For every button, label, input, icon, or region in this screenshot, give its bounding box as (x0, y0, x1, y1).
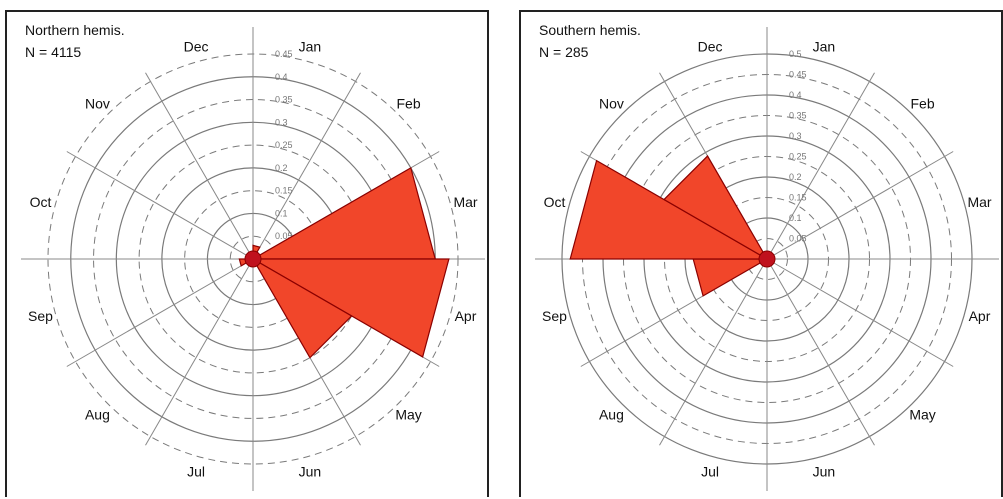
radial-tick-label: 0.1 (789, 213, 802, 223)
month-label-apr: Apr (969, 308, 991, 324)
grid-spoke (766, 258, 954, 367)
month-label-oct: Oct (544, 194, 566, 210)
grid-spoke (252, 72, 361, 260)
month-label-dec: Dec (184, 38, 209, 54)
radial-tick-label: 0.15 (275, 186, 293, 196)
radial-tick-label: 0.1 (275, 208, 288, 218)
radial-tick-label: 0.35 (789, 111, 807, 121)
month-label-may: May (909, 407, 935, 423)
southern-hemisphere-panel: Southern hemis. N = 285 0.05 0.1 0.15 0.2 0.… (519, 10, 1003, 497)
radial-tick-label: 0.35 (275, 95, 293, 105)
sample-size-label: N = 285 (539, 44, 589, 60)
radial-tick-label: 0.25 (789, 152, 807, 162)
month-label-may: May (395, 407, 421, 423)
radial-tick-label: 0.05 (789, 234, 807, 244)
month-label-apr: Apr (455, 308, 477, 324)
month-label-sep: Sep (542, 308, 567, 324)
month-label-oct: Oct (30, 194, 52, 210)
grid-spoke (659, 258, 768, 446)
month-label-feb: Feb (397, 95, 421, 111)
month-label-aug: Aug (599, 407, 624, 423)
month-label-feb: Feb (911, 95, 935, 111)
center-dot (758, 250, 776, 268)
grid-spoke (66, 151, 254, 260)
wedge-may (251, 257, 353, 359)
rose-chart-southern: 0.05 0.1 0.15 0.2 0.25 0.3 0.35 0.4 0.45 0.5 Jan Fe… (535, 27, 999, 491)
radial-tick-label: 0.3 (789, 131, 802, 141)
radial-tick-label: 0.4 (789, 90, 802, 100)
month-label-jul: Jul (187, 464, 205, 480)
month-label-jan: Jan (299, 38, 322, 54)
month-label-dec: Dec (698, 38, 723, 54)
radial-tick-label: 0.15 (789, 193, 807, 203)
radial-tick-label: 0.25 (275, 140, 293, 150)
northern-hemisphere-panel: Northern hemis. N = 4115 0.05 0.1 0.15 0.2 0… (5, 10, 489, 497)
month-label-jan: Jan (813, 38, 836, 54)
grid-spoke (66, 258, 254, 367)
month-label-jun: Jun (299, 464, 322, 480)
rose-chart-northern: 0.05 0.1 0.15 0.2 0.25 0.3 0.35 0.4 0.45 Jan Feb Ma… (21, 27, 485, 491)
month-label-jun: Jun (813, 464, 836, 480)
month-label-nov: Nov (599, 95, 624, 111)
grid-spoke (145, 72, 254, 260)
month-label-aug: Aug (85, 407, 110, 423)
radial-tick-label: 0.4 (275, 72, 288, 82)
chart-title: Northern hemis. (25, 22, 125, 38)
center-dot (244, 250, 262, 268)
grid-spoke (766, 151, 954, 260)
sample-size-label: N = 4115 (25, 44, 82, 60)
radial-tick-label: 0.2 (275, 163, 288, 173)
radial-tick-label: 0.05 (275, 231, 293, 241)
month-label-jul: Jul (701, 464, 719, 480)
radial-tick-label: 0.2 (789, 172, 802, 182)
month-label-sep: Sep (28, 308, 53, 324)
grid-spoke (766, 72, 875, 260)
month-label-nov: Nov (85, 95, 110, 111)
wedge-nov (663, 155, 769, 261)
grid-spoke (766, 258, 875, 446)
radial-tick-label: 0.45 (275, 49, 293, 59)
radial-tick-label: 0.3 (275, 117, 288, 127)
month-label-mar: Mar (967, 194, 991, 210)
radial-tick-label: 0.5 (789, 49, 802, 59)
grid-spoke (145, 258, 254, 446)
radial-tick-label: 0.45 (789, 70, 807, 80)
month-label-mar: Mar (453, 194, 477, 210)
chart-title: Southern hemis. (539, 22, 641, 38)
